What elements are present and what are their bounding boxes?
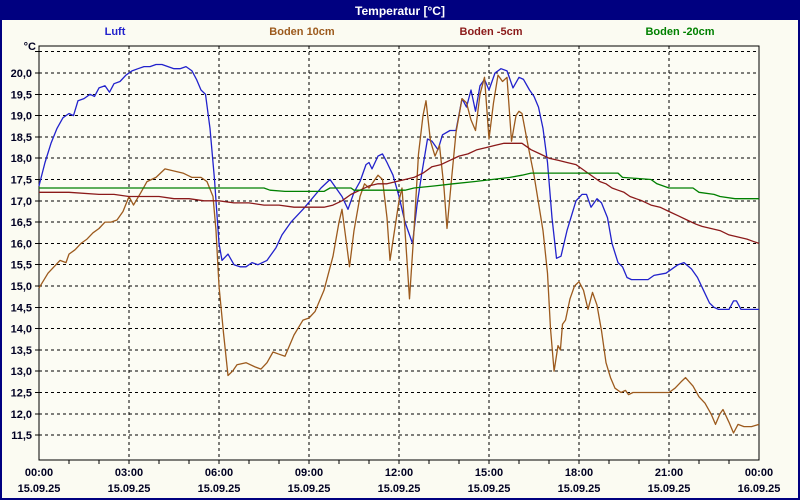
series-luft bbox=[38, 63, 759, 311]
y-tick-label: 17,5 bbox=[11, 175, 32, 187]
y-tick-label: 18,0 bbox=[11, 153, 32, 165]
series-boden-20cm bbox=[39, 172, 759, 200]
x-axis-labels: 00:00 15.09.25 03:00 15.09.25 06:00 15.09.25 0… bbox=[18, 467, 781, 495]
x-tick-date: 15.09.25 bbox=[198, 483, 241, 495]
y-tick-label: 13,0 bbox=[11, 366, 32, 378]
x-tick-date: 15.09.25 bbox=[468, 483, 511, 495]
y-tick-label: 16,0 bbox=[11, 238, 32, 250]
y-axis-unit: °C bbox=[24, 41, 36, 53]
y-tick-label: 15,5 bbox=[11, 260, 32, 272]
y-axis-labels: 20,0 19,5 19,0 18,5 18,0 17,5 17,0 16,5 16,0 15,5… bbox=[11, 41, 36, 442]
legend-item-luft: Luft bbox=[104, 26, 126, 38]
legend-item-boden-minus5cm: Boden -5cm bbox=[459, 26, 523, 38]
legend-item-boden-10cm: Boden 10cm bbox=[269, 26, 335, 38]
x-tick-time: 09:00 bbox=[295, 467, 323, 479]
series-boden-5cm bbox=[39, 142, 760, 245]
gridlines bbox=[39, 46, 759, 460]
x-tick-date: 15.09.25 bbox=[108, 483, 151, 495]
x-tick-time: 00:00 bbox=[745, 467, 773, 479]
x-tick-time: 12:00 bbox=[385, 467, 413, 479]
chart-title: Temperatur [°C] bbox=[355, 4, 445, 18]
x-tick-time: 06:00 bbox=[205, 467, 233, 479]
axis-ticks bbox=[35, 51, 730, 464]
title-bar: Temperatur [°C] bbox=[2, 2, 798, 20]
y-tick-label: 16,5 bbox=[11, 217, 32, 229]
x-tick-time: 03:00 bbox=[115, 467, 143, 479]
x-tick-date: 15.09.25 bbox=[648, 483, 691, 495]
x-tick-time: 15:00 bbox=[475, 467, 503, 479]
y-tick-label: 20,0 bbox=[11, 68, 32, 80]
x-tick-date: 15.09.25 bbox=[558, 483, 601, 495]
y-tick-label: 12,0 bbox=[11, 409, 32, 421]
y-tick-label: 19,0 bbox=[11, 111, 32, 123]
y-tick-label: 19,5 bbox=[11, 89, 32, 101]
y-tick-label: 14,0 bbox=[11, 324, 32, 336]
x-tick-date: 15.09.25 bbox=[378, 483, 421, 495]
x-tick-date: 16.09.25 bbox=[738, 483, 781, 495]
x-tick-date: 15.09.25 bbox=[18, 483, 61, 495]
y-tick-label: 14,5 bbox=[11, 302, 32, 314]
x-tick-time: 00:00 bbox=[25, 467, 53, 479]
y-tick-label: 11,5 bbox=[11, 430, 32, 442]
legend-item-boden-minus20cm: Boden -20cm bbox=[645, 26, 715, 38]
y-tick-label: 18,5 bbox=[11, 132, 32, 144]
y-tick-label: 15,0 bbox=[11, 281, 32, 293]
x-tick-time: 18:00 bbox=[565, 467, 593, 479]
y-tick-label: 12,5 bbox=[11, 388, 32, 400]
x-tick-time: 21:00 bbox=[655, 467, 683, 479]
series-boden-10cm bbox=[38, 74, 760, 434]
x-tick-date: 15.09.25 bbox=[288, 483, 331, 495]
y-tick-label: 13,5 bbox=[11, 345, 32, 357]
y-tick-label: 17,0 bbox=[11, 196, 32, 208]
